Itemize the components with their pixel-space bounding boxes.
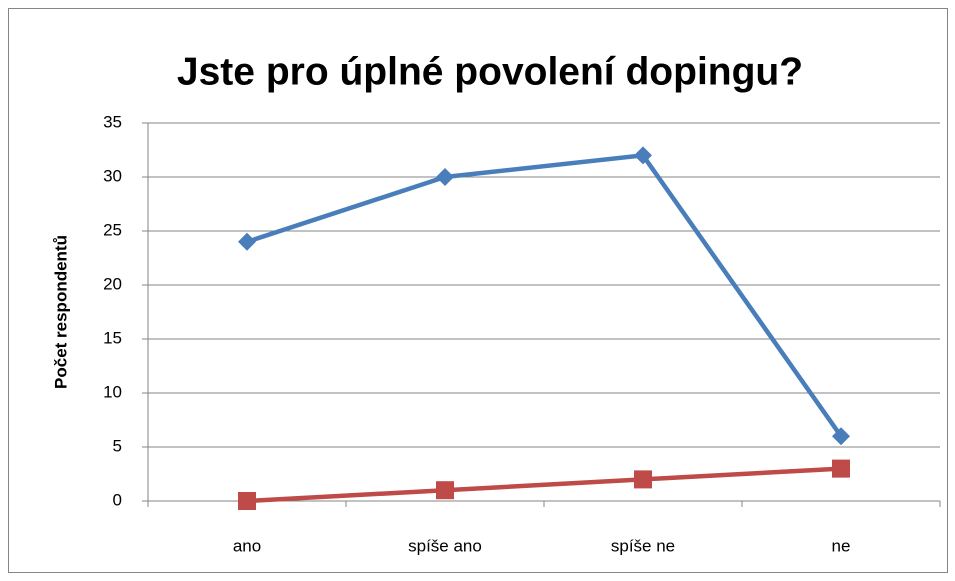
- y-tick-label: 30: [103, 166, 122, 185]
- y-tick-label: 5: [113, 436, 122, 455]
- y-tick-label: 0: [113, 490, 122, 509]
- marker: [832, 427, 850, 446]
- x-tick-label: ano: [233, 536, 261, 555]
- y-tick-label: 10: [103, 382, 122, 401]
- y-tick-label: 35: [103, 112, 122, 131]
- series-line: [246, 153, 843, 438]
- chart-border: [8, 8, 948, 573]
- marker: [832, 459, 850, 478]
- marker: [634, 146, 652, 165]
- y-tick-label: 15: [103, 328, 122, 347]
- y-tick-label: 25: [103, 220, 122, 239]
- marker: [238, 232, 256, 251]
- marker: [436, 168, 454, 186]
- x-tick-label: ne: [832, 536, 851, 555]
- marker: [634, 470, 652, 489]
- chart-title: Jste pro úplné povolení dopingu?: [177, 50, 803, 93]
- y-axis-label: Počet respondentů: [51, 235, 70, 389]
- marker: [436, 481, 454, 500]
- x-tick-label: spíše ne: [611, 536, 675, 555]
- y-tick-label: 20: [103, 274, 122, 293]
- marker: [238, 492, 256, 510]
- x-tick-label: spíše ano: [408, 536, 482, 555]
- series-line: [246, 466, 842, 504]
